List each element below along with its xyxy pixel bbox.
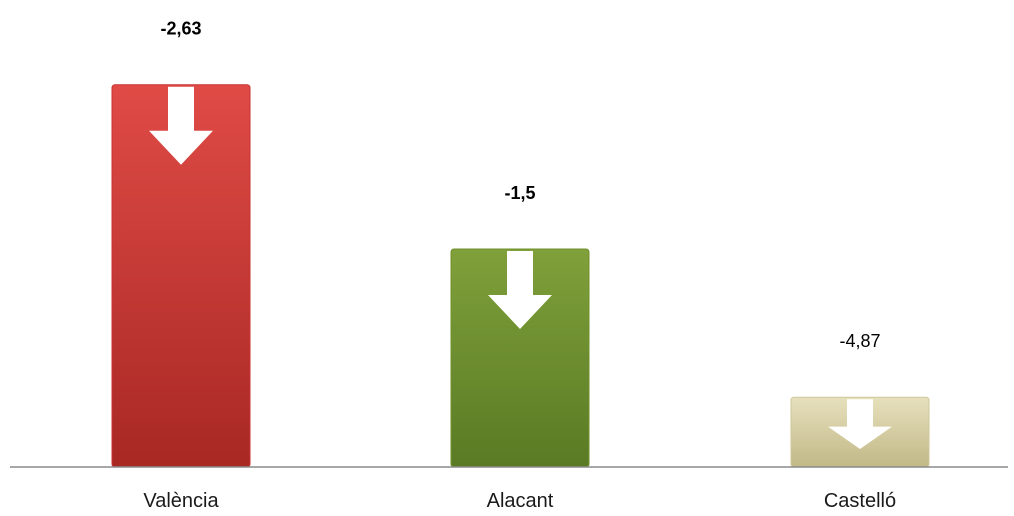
data-label-3: -4,87 [839,331,880,351]
data-label-2: -1,5 [504,183,535,203]
data-labels: -2,63 -1,5 -4,87 [160,19,880,352]
category-label-3: Castelló [824,490,896,512]
category-label-2: Alacant [487,490,554,512]
data-label-1: -2,63 [160,19,201,39]
category-label-1: València [143,490,219,512]
arrow-down-icon [828,399,892,449]
category-labels: València Alacant Castelló [143,490,896,512]
arrow-down-icon [488,250,552,329]
bars-group [111,84,930,468]
arrow-down-icon [149,86,213,165]
